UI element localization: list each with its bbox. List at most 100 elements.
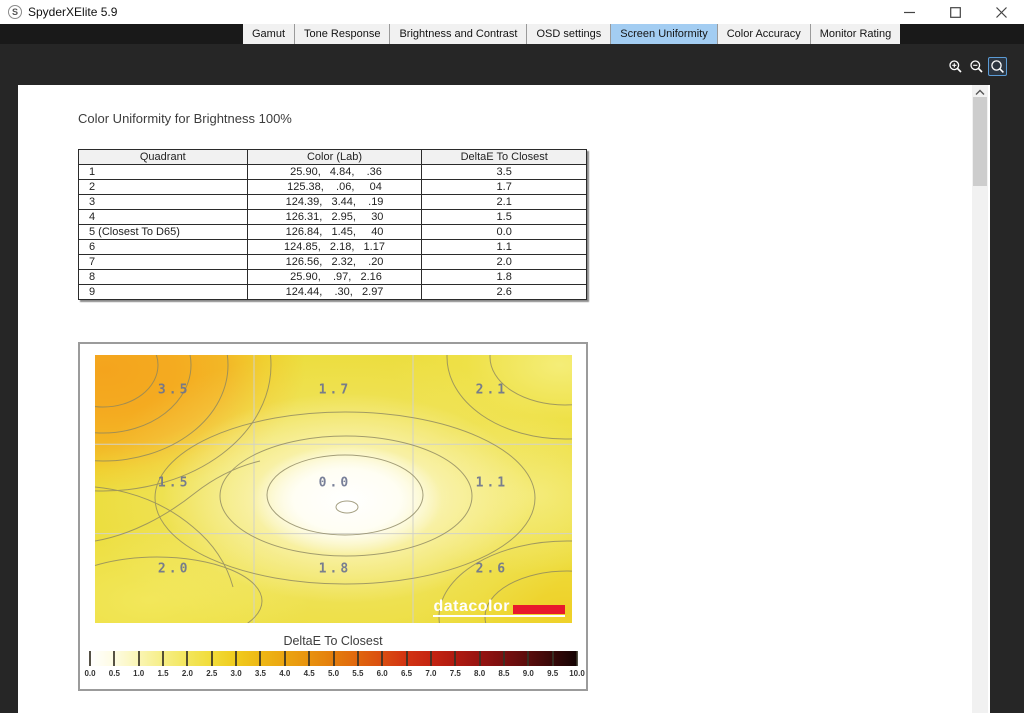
scale-tick-label: 1.0 [133,669,145,678]
contour-value-label: 2.1 [475,382,509,398]
tab-screen-uniformity[interactable]: Screen Uniformity [611,24,718,44]
datacolor-red-mark [513,605,565,614]
close-button[interactable] [978,0,1024,24]
cell-lab: 126.31, 2.95, 30 [246,209,423,225]
scale-tick-label: 9.0 [522,669,534,678]
scale-tick [259,651,262,666]
scroll-up-button[interactable] [972,85,988,99]
table-row: 1 25.90, 4.84, .36 3.5 [78,164,587,180]
tab-osd-settings[interactable]: OSD settings [527,24,612,44]
contour-value-label: 1.8 [318,561,352,577]
cell-delta: 1.8 [421,269,587,285]
column-header: DeltaE To Closest [421,149,587,165]
cell-lab: 125.38, .06, 04 [246,179,423,195]
contour-lines [95,355,572,623]
app-background: Gamut Tone Response Brightness and Contras… [0,24,1024,713]
scale-tick-label: 10.0 [569,669,585,678]
zoom-fit-icon [991,60,1004,73]
cell-quadrant: 9 [78,284,248,300]
scale-tick [356,651,359,666]
scale-tick-label: 0.5 [108,669,120,678]
vertical-scrollbar[interactable] [972,85,988,713]
cell-quadrant: 3 [78,194,248,210]
tab-monitor-rating[interactable]: Monitor Rating [810,24,901,44]
scale-tick-label: 6.0 [376,669,388,678]
scale-tick-label: 4.0 [279,669,291,678]
table-row: 6 124.85, 2.18, 1.17 1.1 [78,239,587,255]
cell-lab: 25.90, 4.84, .36 [246,164,423,180]
table-row: 9 124.44, .30, 2.97 2.6 [78,284,587,300]
scale-tick [429,651,432,666]
tab-bar-row: Gamut Tone Response Brightness and Contras… [0,24,1024,44]
cell-delta: 2.1 [421,194,587,210]
page-title: Color Uniformity for Brightness 100% [78,111,292,126]
cell-quadrant: 5 (Closest To D65) [78,224,248,240]
scale-tick [527,651,530,666]
scale-tick-label: 3.5 [254,669,266,678]
tab-gamut[interactable]: Gamut [243,24,296,44]
scrollbar-thumb[interactable] [973,97,987,186]
cell-delta: 2.6 [421,284,587,300]
table-row: 4 126.31, 2.95, 30 1.5 [78,209,587,225]
scale-tick-label: 5.5 [352,669,364,678]
scale-tick-label: 0.0 [84,669,96,678]
cell-quadrant: 7 [78,254,248,270]
scale-tick-label: 6.5 [400,669,413,678]
cell-lab: 124.44, .30, 2.97 [246,284,423,300]
cell-quadrant: 1 [78,164,248,180]
scale-tick-label: 9.5 [547,669,559,678]
tab-bar: Gamut Tone Response Brightness and Contras… [243,24,901,44]
zoom-in-button[interactable] [946,57,965,76]
scale-tick [502,651,505,666]
contour-value-label: 0.0 [318,475,352,491]
scale-tick-label: 5.0 [327,669,340,678]
minimize-icon [903,11,915,13]
window-controls [886,0,1024,24]
contour-value-label: 2.6 [475,561,509,577]
contour-value-label: 1.7 [318,382,352,398]
scale-tick-label: 7.0 [425,669,437,678]
app-logo-letter: S [11,7,18,17]
scale-tick [454,651,457,666]
scale-gradient-bar [89,651,578,666]
cell-delta: 0.0 [421,224,587,240]
column-header: Quadrant [78,149,248,165]
title-bar: S SpyderXElite 5.9 [0,0,1024,24]
contour-plot: datacolor 3.5 1.7 2.1 1.5 0.0 1.1 2.0 1.8 2.6 [95,355,572,623]
contour-value-label: 2.0 [157,561,191,577]
table-header-row: Quadrant Color (Lab) DeltaE To Closest [78,149,587,165]
cell-quadrant: 2 [78,179,248,195]
minimize-button[interactable] [886,0,932,24]
maximize-button[interactable] [932,0,978,24]
zoom-out-button[interactable] [967,57,986,76]
maximize-icon [949,6,961,18]
report-page: Color Uniformity for Brightness 100% Qua… [18,85,990,713]
cell-quadrant: 4 [78,209,248,225]
scale-tick [186,651,189,666]
scale-tick-label: 1.5 [157,669,169,678]
datacolor-logo: datacolor [433,599,565,617]
cell-lab: 124.39, 3.44, .19 [246,194,423,210]
scale-tick-label: 4.5 [303,669,315,678]
scale-tick [162,651,165,666]
zoom-fit-button[interactable] [988,57,1007,76]
cell-delta: 3.5 [421,164,587,180]
scale-tick [332,651,335,666]
table-row: 2 125.38, .06, 04 1.7 [78,179,587,195]
uniformity-table: Quadrant Color (Lab) DeltaE To Closest 1 2… [78,149,587,300]
app-logo-icon: S [8,5,22,19]
tab-color-accuracy[interactable]: Color Accuracy [717,24,811,44]
scale-tick [235,651,238,666]
scale-tick [381,651,384,666]
cell-lab: 126.84, 1.45, 40 [246,224,423,240]
zoom-in-icon [949,60,962,73]
datacolor-logo-text: datacolor [433,598,510,615]
tab-tone-response[interactable]: Tone Response [295,24,391,44]
scale-tick-labels: 0.0 0.5 1.0 1.5 2.0 2.5 3.0 3.5 4.0 4.5 5.0 5.5 6.0 6… [84,669,584,680]
scale-tick-label: 2.0 [181,669,193,678]
cell-quadrant: 8 [78,269,248,285]
cell-lab: 124.85, 2.18, 1.17 [246,239,423,255]
tab-brightness-and-contrast[interactable]: Brightness and Contrast [390,24,528,44]
cell-delta: 2.0 [421,254,587,270]
